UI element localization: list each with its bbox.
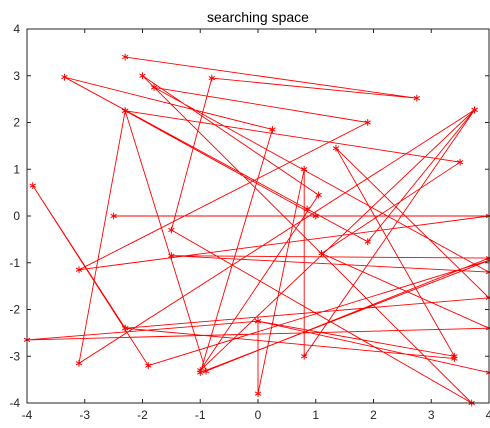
- y-tick-label: 2: [13, 116, 20, 130]
- data-point-marker: [168, 226, 175, 234]
- data-point-marker: [254, 390, 262, 398]
- data-point-marker: [197, 369, 204, 377]
- data-point-marker: [75, 359, 83, 367]
- y-tick-label: 1: [13, 162, 20, 176]
- data-point-marker: [202, 367, 210, 375]
- data-point-marker: [451, 355, 458, 362]
- x-axis-ticks: -4 -3 -2 -1 0 1 2 3 4: [22, 29, 490, 422]
- data-point-marker: [254, 317, 262, 325]
- x-tick-label: 3: [428, 408, 435, 422]
- x-tick-label: -2: [137, 408, 148, 422]
- data-point-marker: [303, 205, 311, 213]
- y-axis-ticks: -4 -3 -2 -1 0 1 2 3 4: [9, 22, 489, 410]
- data-point-marker: [121, 53, 129, 61]
- data-point-marker: [269, 126, 276, 133]
- y-tick-label: 3: [13, 69, 20, 83]
- data-point-marker: [301, 352, 308, 360]
- y-tick-label: 4: [13, 22, 20, 36]
- data-point-marker: [208, 74, 215, 82]
- x-tick-label: -3: [79, 408, 90, 422]
- data-point-marker: [75, 266, 83, 274]
- data-point-marker: [364, 119, 371, 126]
- y-tick-label: -2: [9, 303, 20, 317]
- x-tick-label: 0: [255, 408, 262, 422]
- data-point-marker: [456, 158, 464, 166]
- data-point-marker: [301, 165, 308, 173]
- data-point-marker: [332, 144, 340, 152]
- data-point-marker: [150, 84, 158, 91]
- data-point-marker: [168, 252, 175, 260]
- x-tick-label: -4: [22, 408, 33, 422]
- data-point-marker: [145, 362, 152, 369]
- x-tick-label: 1: [312, 408, 319, 422]
- data-point-marker: [29, 182, 36, 190]
- data-point-marker: [110, 212, 117, 220]
- data-point-marker: [471, 106, 478, 114]
- data-point-marker: [318, 250, 325, 257]
- data-point-marker: [139, 72, 146, 80]
- x-tick-label: -1: [195, 408, 206, 422]
- data-point-marker: [312, 212, 319, 220]
- chart-title: searching space: [207, 9, 309, 25]
- y-tick-label: -4: [9, 396, 20, 410]
- data-point-marker: [121, 107, 129, 115]
- y-tick-label: -1: [9, 256, 20, 270]
- data-point-marker: [121, 324, 129, 332]
- data-point-marker: [315, 191, 322, 199]
- x-tick-label: 2: [370, 408, 377, 422]
- data-point-marker: [364, 238, 371, 246]
- x-tick-label: 4: [486, 408, 490, 422]
- data-point-marker: [413, 94, 421, 102]
- data-point-marker: [61, 73, 68, 81]
- y-tick-label: 0: [13, 209, 20, 223]
- y-tick-label: -3: [9, 349, 20, 363]
